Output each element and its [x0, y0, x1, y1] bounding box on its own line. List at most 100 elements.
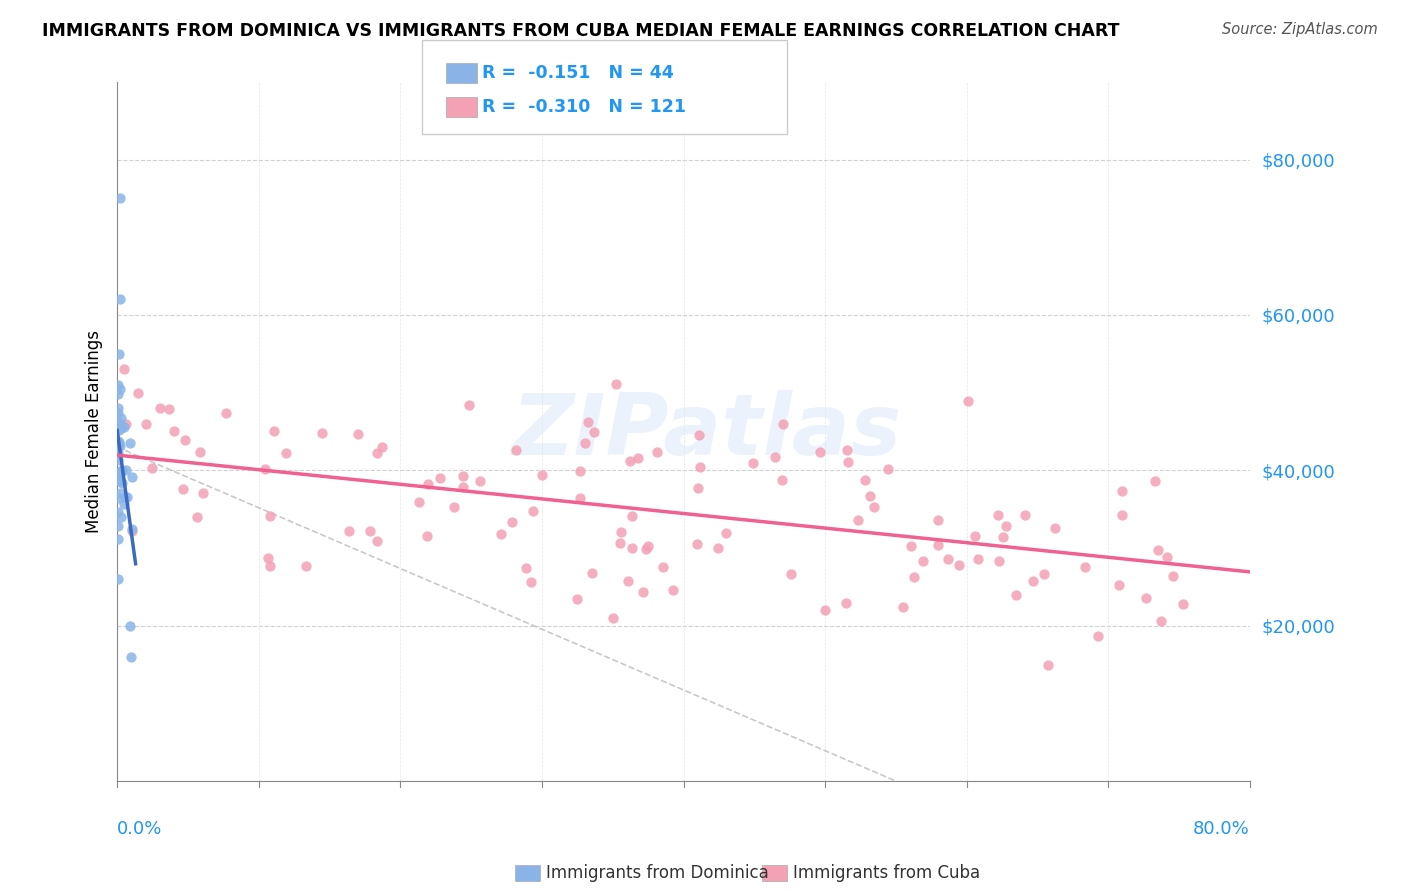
Point — [214, 407, 236, 421]
Point — [108, 382, 131, 396]
Point — [1150, 614, 1173, 628]
Point — [1074, 559, 1097, 574]
Text: IMMIGRANTS FROM DOMINICA VS IMMIGRANTS FROM CUBA MEDIAN FEMALE EARNINGS CORRELAT: IMMIGRANTS FROM DOMINICA VS IMMIGRANTS F… — [42, 22, 1119, 40]
Point — [987, 554, 1010, 568]
Point — [568, 464, 591, 478]
Point — [912, 554, 935, 568]
Point — [112, 420, 135, 434]
Point — [443, 500, 465, 514]
Point — [157, 401, 180, 416]
Point — [1171, 597, 1194, 611]
Point — [107, 437, 129, 451]
Point — [772, 473, 794, 487]
Point — [253, 462, 276, 476]
Point — [295, 559, 318, 574]
Point — [186, 509, 208, 524]
Point — [877, 462, 900, 476]
Point — [651, 559, 673, 574]
Point — [259, 558, 281, 573]
Point — [848, 513, 870, 527]
Point — [107, 491, 129, 505]
Point — [617, 574, 640, 589]
Point — [118, 618, 141, 632]
Text: Immigrants from Cuba: Immigrants from Cuba — [793, 864, 980, 882]
Point — [172, 482, 194, 496]
Point — [689, 460, 711, 475]
Point — [110, 410, 132, 425]
Point — [609, 536, 631, 550]
Point — [107, 506, 129, 520]
Point — [780, 567, 803, 582]
Point — [408, 495, 430, 509]
Point — [900, 539, 922, 553]
Point — [416, 529, 439, 543]
Text: R =  -0.151   N = 44: R = -0.151 N = 44 — [482, 64, 673, 82]
Text: Immigrants from Dominica: Immigrants from Dominica — [546, 864, 768, 882]
Point — [429, 471, 451, 485]
Point — [134, 417, 156, 431]
Point — [515, 561, 537, 575]
Point — [967, 552, 990, 566]
Point — [686, 537, 709, 551]
Point — [1005, 588, 1028, 602]
Point — [1032, 566, 1054, 581]
Point — [337, 524, 360, 538]
Point — [347, 427, 370, 442]
Point — [837, 455, 859, 469]
Point — [891, 599, 914, 614]
Point — [858, 489, 880, 503]
Point — [531, 467, 554, 482]
Point — [107, 434, 129, 449]
Text: Source: ZipAtlas.com: Source: ZipAtlas.com — [1222, 22, 1378, 37]
Point — [110, 464, 132, 478]
Point — [111, 463, 134, 477]
Text: 80.0%: 80.0% — [1194, 820, 1250, 838]
Point — [451, 480, 474, 494]
Text: 0.0%: 0.0% — [117, 820, 163, 838]
Point — [1014, 508, 1036, 522]
Point — [416, 477, 439, 491]
Point — [108, 417, 131, 432]
Point — [193, 486, 215, 500]
Point — [987, 508, 1010, 522]
Point — [837, 442, 859, 457]
Point — [567, 592, 589, 607]
Point — [118, 435, 141, 450]
Point — [581, 566, 603, 580]
Point — [772, 417, 794, 431]
Point — [522, 504, 544, 518]
Point — [107, 533, 129, 547]
Point — [108, 293, 131, 307]
Point — [107, 347, 129, 361]
Point — [903, 569, 925, 583]
Point — [117, 490, 139, 504]
Point — [149, 401, 172, 416]
Point — [707, 541, 730, 555]
Point — [808, 445, 831, 459]
Point — [121, 522, 143, 536]
Point — [107, 401, 129, 416]
Point — [451, 468, 474, 483]
Point — [457, 398, 479, 412]
Point — [505, 443, 527, 458]
Point — [1022, 574, 1045, 588]
Point — [188, 445, 211, 459]
Point — [108, 191, 131, 205]
Point — [610, 524, 633, 539]
Point — [814, 603, 837, 617]
Point — [688, 428, 710, 442]
Point — [834, 596, 856, 610]
Point — [107, 386, 129, 401]
Point — [619, 453, 641, 467]
Point — [366, 446, 388, 460]
Point — [111, 476, 134, 491]
Point — [582, 425, 605, 439]
Point — [1156, 549, 1178, 564]
Point — [927, 538, 949, 552]
Point — [489, 527, 512, 541]
Point — [948, 558, 970, 572]
Point — [1087, 629, 1109, 643]
Point — [114, 417, 136, 432]
Point — [626, 450, 648, 465]
Point — [120, 649, 142, 664]
